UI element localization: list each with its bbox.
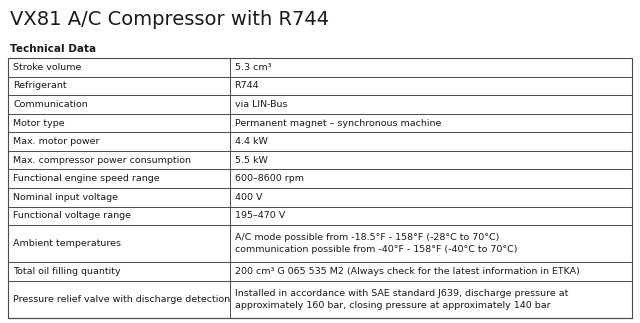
Text: Permanent magnet – synchronous machine: Permanent magnet – synchronous machine xyxy=(234,119,441,128)
Text: 200 cm³ G 065 535 M2 (Always check for the latest information in ETKA): 200 cm³ G 065 535 M2 (Always check for t… xyxy=(234,267,579,276)
Text: Total oil filling quantity: Total oil filling quantity xyxy=(13,267,120,276)
Text: Installed in accordance with SAE standard J639, discharge pressure at
approximat: Installed in accordance with SAE standar… xyxy=(234,289,568,310)
Text: Max. compressor power consumption: Max. compressor power consumption xyxy=(13,156,191,165)
Text: 4.4 kW: 4.4 kW xyxy=(234,137,268,146)
Text: 600–8600 rpm: 600–8600 rpm xyxy=(234,174,303,183)
Text: 195–470 V: 195–470 V xyxy=(234,211,285,220)
Text: Ambient temperatures: Ambient temperatures xyxy=(13,239,121,248)
Text: Max. motor power: Max. motor power xyxy=(13,137,99,146)
Text: Technical Data: Technical Data xyxy=(10,44,96,54)
Text: R744: R744 xyxy=(234,81,259,90)
Text: 5.3 cm³: 5.3 cm³ xyxy=(234,63,271,72)
Text: 5.5 kW: 5.5 kW xyxy=(234,156,268,165)
Text: Stroke volume: Stroke volume xyxy=(13,63,81,72)
Text: Nominal input voltage: Nominal input voltage xyxy=(13,193,118,202)
Text: A/C mode possible from -18.5°F - 158°F (-28°C to 70°C)
communication possible fr: A/C mode possible from -18.5°F - 158°F (… xyxy=(234,233,517,255)
Text: Functional voltage range: Functional voltage range xyxy=(13,211,131,220)
Text: VX81 A/C Compressor with R744: VX81 A/C Compressor with R744 xyxy=(10,10,329,29)
Text: Functional engine speed range: Functional engine speed range xyxy=(13,174,159,183)
Text: Motor type: Motor type xyxy=(13,119,65,128)
Text: Refrigerant: Refrigerant xyxy=(13,81,67,90)
Text: Communication: Communication xyxy=(13,100,88,109)
Text: via LIN-Bus: via LIN-Bus xyxy=(234,100,287,109)
Text: Pressure relief valve with discharge detection: Pressure relief valve with discharge det… xyxy=(13,295,230,304)
Bar xyxy=(8,58,632,318)
Text: 400 V: 400 V xyxy=(234,193,262,202)
